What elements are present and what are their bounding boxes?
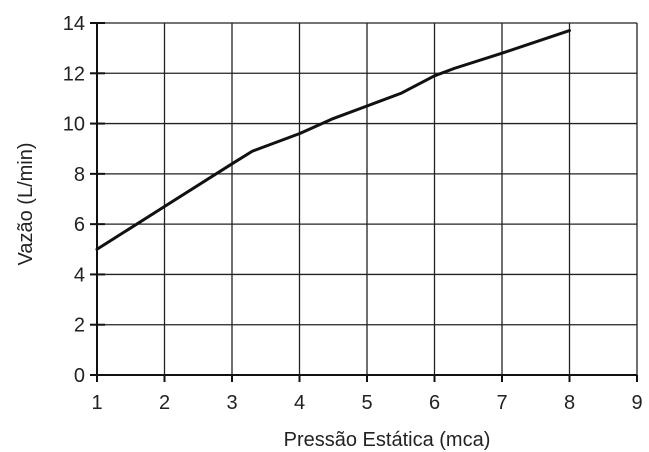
series-line — [95, 29, 571, 251]
y-tick-label: 2 — [74, 315, 85, 337]
grid-lines — [96, 22, 638, 376]
x-tick-label: 2 — [159, 392, 170, 414]
y-ticks: 0 2 4 6 8 10 12 14 — [63, 13, 105, 387]
y-tick-label: 4 — [74, 264, 85, 286]
x-axis-title: Pressão Estática (mca) — [284, 429, 491, 451]
x-tick-label: 7 — [496, 392, 507, 414]
x-tick-label: 6 — [429, 392, 440, 414]
y-axis-title: Vazão (L/min) — [15, 142, 37, 265]
x-tick-label: 8 — [564, 392, 575, 414]
y-tick-label: 0 — [74, 365, 85, 387]
x-tick-label: 9 — [631, 392, 642, 414]
y-tick-label: 14 — [63, 13, 85, 35]
y-tick-label: 6 — [74, 214, 85, 236]
x-tick-label: 4 — [294, 392, 305, 414]
x-tick-label: 3 — [226, 392, 237, 414]
x-ticks: 1 2 3 4 5 6 7 8 9 — [91, 375, 643, 414]
series-group — [95, 29, 571, 251]
y-tick-label: 12 — [63, 63, 85, 85]
x-tick-label: 5 — [361, 392, 372, 414]
x-tick-label: 1 — [91, 392, 102, 414]
y-tick-label: 8 — [74, 164, 85, 186]
y-tick-label: 10 — [63, 114, 85, 136]
